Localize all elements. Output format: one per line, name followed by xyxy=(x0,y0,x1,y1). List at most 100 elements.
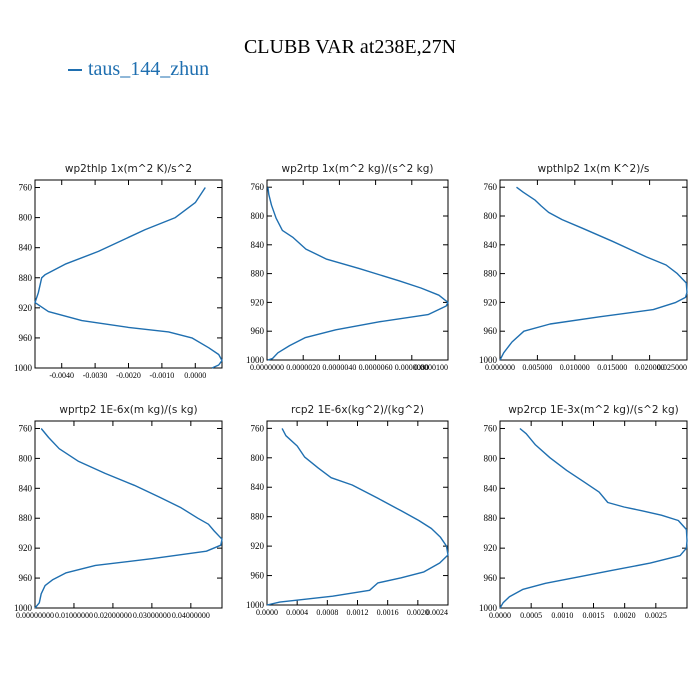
series-line xyxy=(266,428,449,606)
y-tick-label: 1000 xyxy=(479,355,498,365)
y-tick-label: 920 xyxy=(251,541,265,551)
x-tick-label: 0.015000 xyxy=(597,363,627,372)
figure-title: CLUBB VAR at238E,27N xyxy=(243,36,457,58)
y-tick-label: 880 xyxy=(19,273,33,283)
y-tick-label: 800 xyxy=(484,211,498,221)
y-tick-label: 880 xyxy=(484,513,498,523)
subplot-title: rcp2 1E-6x(kg^2)/(kg^2) xyxy=(291,404,424,416)
y-tick-label: 960 xyxy=(251,326,265,336)
series-line xyxy=(499,186,688,361)
subplot-title: wp2rcp 1E-3x(m^2 kg)/(s^2 kg) xyxy=(508,404,679,416)
y-tick-label: 840 xyxy=(484,240,498,250)
x-tick-label: 0.01000000 xyxy=(55,611,93,620)
x-tick-label: 0.0000020 xyxy=(286,363,320,372)
y-tick-label: 960 xyxy=(484,326,498,336)
y-tick-label: 1000 xyxy=(479,603,498,613)
y-tick-label: 840 xyxy=(484,483,498,493)
x-tick-label: 0.0012 xyxy=(347,608,369,617)
y-tick-label: 920 xyxy=(19,303,33,313)
x-tick-label: 0.0016 xyxy=(377,608,399,617)
x-tick-label: 0.0020 xyxy=(407,608,429,617)
y-tick-label: 880 xyxy=(19,513,33,523)
x-tick-label: 0.0000100 xyxy=(414,363,448,372)
subplot-title: wp2rtp 1x(m^2 kg)/(s^2 kg) xyxy=(281,163,433,175)
x-tick-label: 0.0000 xyxy=(256,608,278,617)
y-tick-label: 840 xyxy=(251,482,265,492)
y-tick-label: 800 xyxy=(19,213,33,223)
x-tick-label: 0.020000 xyxy=(635,363,665,372)
y-tick-label: 840 xyxy=(251,240,265,250)
y-tick-label: 880 xyxy=(251,512,265,522)
x-tick-label: -0.0040 xyxy=(49,371,74,380)
plot-frame xyxy=(266,179,449,361)
series-line xyxy=(499,427,688,609)
y-tick-label: 760 xyxy=(19,423,33,433)
x-tick-label: 0.0010 xyxy=(551,611,573,620)
subplot-title: wp2thlp 1x(m^2 K)/s^2 xyxy=(65,163,192,175)
x-tick-label: 0.005000 xyxy=(522,363,552,372)
y-tick-label: 1000 xyxy=(246,600,265,610)
y-tick-label: 760 xyxy=(251,423,265,433)
y-tick-label: 880 xyxy=(484,269,498,279)
y-tick-label: 1000 xyxy=(14,363,33,373)
y-tick-label: 920 xyxy=(484,297,498,307)
x-tick-label: 0.000000 xyxy=(485,363,515,372)
x-tick-label: -0.0020 xyxy=(116,371,141,380)
legend: taus_144_zhun xyxy=(68,58,209,81)
x-tick-label: 0.0020 xyxy=(614,611,636,620)
x-tick-label: 0.025000 xyxy=(657,363,687,372)
y-tick-label: 880 xyxy=(251,269,265,279)
series-line xyxy=(267,187,449,361)
y-tick-label: 840 xyxy=(19,243,33,253)
y-tick-label: 960 xyxy=(19,333,33,343)
subplot-title: wprtp2 1E-6x(m kg)/(s kg) xyxy=(59,404,197,416)
subplot-5: rcp2 1E-6x(kg^2)/(kg^2) 760 800 840 880 920 96… xyxy=(246,404,449,617)
subplot-3: wpthlp2 1x(m K^2)/s 760 800 840 880 920 960 100… xyxy=(479,163,688,372)
subplot-title: wpthlp2 1x(m K^2)/s xyxy=(538,163,650,175)
x-tick-label: 0.04000000 xyxy=(172,611,210,620)
y-tick-label: 800 xyxy=(251,453,265,463)
x-tick-label: 0.0025 xyxy=(645,611,667,620)
y-tick-label: 800 xyxy=(19,453,33,463)
y-tick-label: 840 xyxy=(19,483,33,493)
x-tick-label: 0.0024 xyxy=(426,608,448,617)
x-tick-label: 0.00000000 xyxy=(16,611,54,620)
x-tick-label: 0.03000000 xyxy=(133,611,171,620)
x-tick-label: 0.0015 xyxy=(583,611,605,620)
x-tick-label: -0.0030 xyxy=(83,371,108,380)
series-line xyxy=(34,187,223,369)
plot-frame xyxy=(499,179,688,361)
subplot-4: wprtp2 1E-6x(m kg)/(s kg) 760 800 840 880 920… xyxy=(14,404,223,620)
x-tick-label: -0.0010 xyxy=(150,371,175,380)
x-tick-label: 0.0000 xyxy=(489,611,511,620)
subplot-6: wp2rcp 1E-3x(m^2 kg)/(s^2 kg) 760 800 840 88… xyxy=(479,404,688,620)
x-tick-label: 0.010000 xyxy=(560,363,590,372)
x-tick-label: 0.0000080 xyxy=(395,363,429,372)
y-tick-label: 800 xyxy=(484,453,498,463)
x-tick-label: 0.0005 xyxy=(520,611,542,620)
x-tick-label: 0.0004 xyxy=(286,608,308,617)
y-tick-label: 760 xyxy=(484,423,498,433)
y-tick-label: 960 xyxy=(251,571,265,581)
x-tick-label: 0.0000000 xyxy=(250,363,284,372)
series-line xyxy=(34,428,223,609)
x-tick-label: 0.0000040 xyxy=(322,363,356,372)
y-tick-label: 920 xyxy=(251,297,265,307)
x-tick-label: 0.02000000 xyxy=(94,611,132,620)
plot-frame xyxy=(34,420,223,609)
x-tick-label: 0.0000060 xyxy=(359,363,393,372)
legend-swatch xyxy=(68,69,82,72)
y-tick-label: 760 xyxy=(19,183,33,193)
y-tick-label: 960 xyxy=(484,573,498,583)
y-tick-label: 760 xyxy=(251,182,265,192)
y-tick-label: 960 xyxy=(19,573,33,583)
y-tick-label: 1000 xyxy=(14,603,33,613)
legend-label: taus_144_zhun xyxy=(88,58,210,80)
y-tick-label: 920 xyxy=(19,543,33,553)
x-tick-label: 0.0000 xyxy=(184,371,206,380)
plot-frame xyxy=(266,420,449,606)
y-tick-label: 1000 xyxy=(246,355,265,365)
subplot-2: wp2rtp 1x(m^2 kg)/(s^2 kg) 760 800 840 880 92… xyxy=(246,163,449,372)
y-tick-label: 920 xyxy=(484,543,498,553)
